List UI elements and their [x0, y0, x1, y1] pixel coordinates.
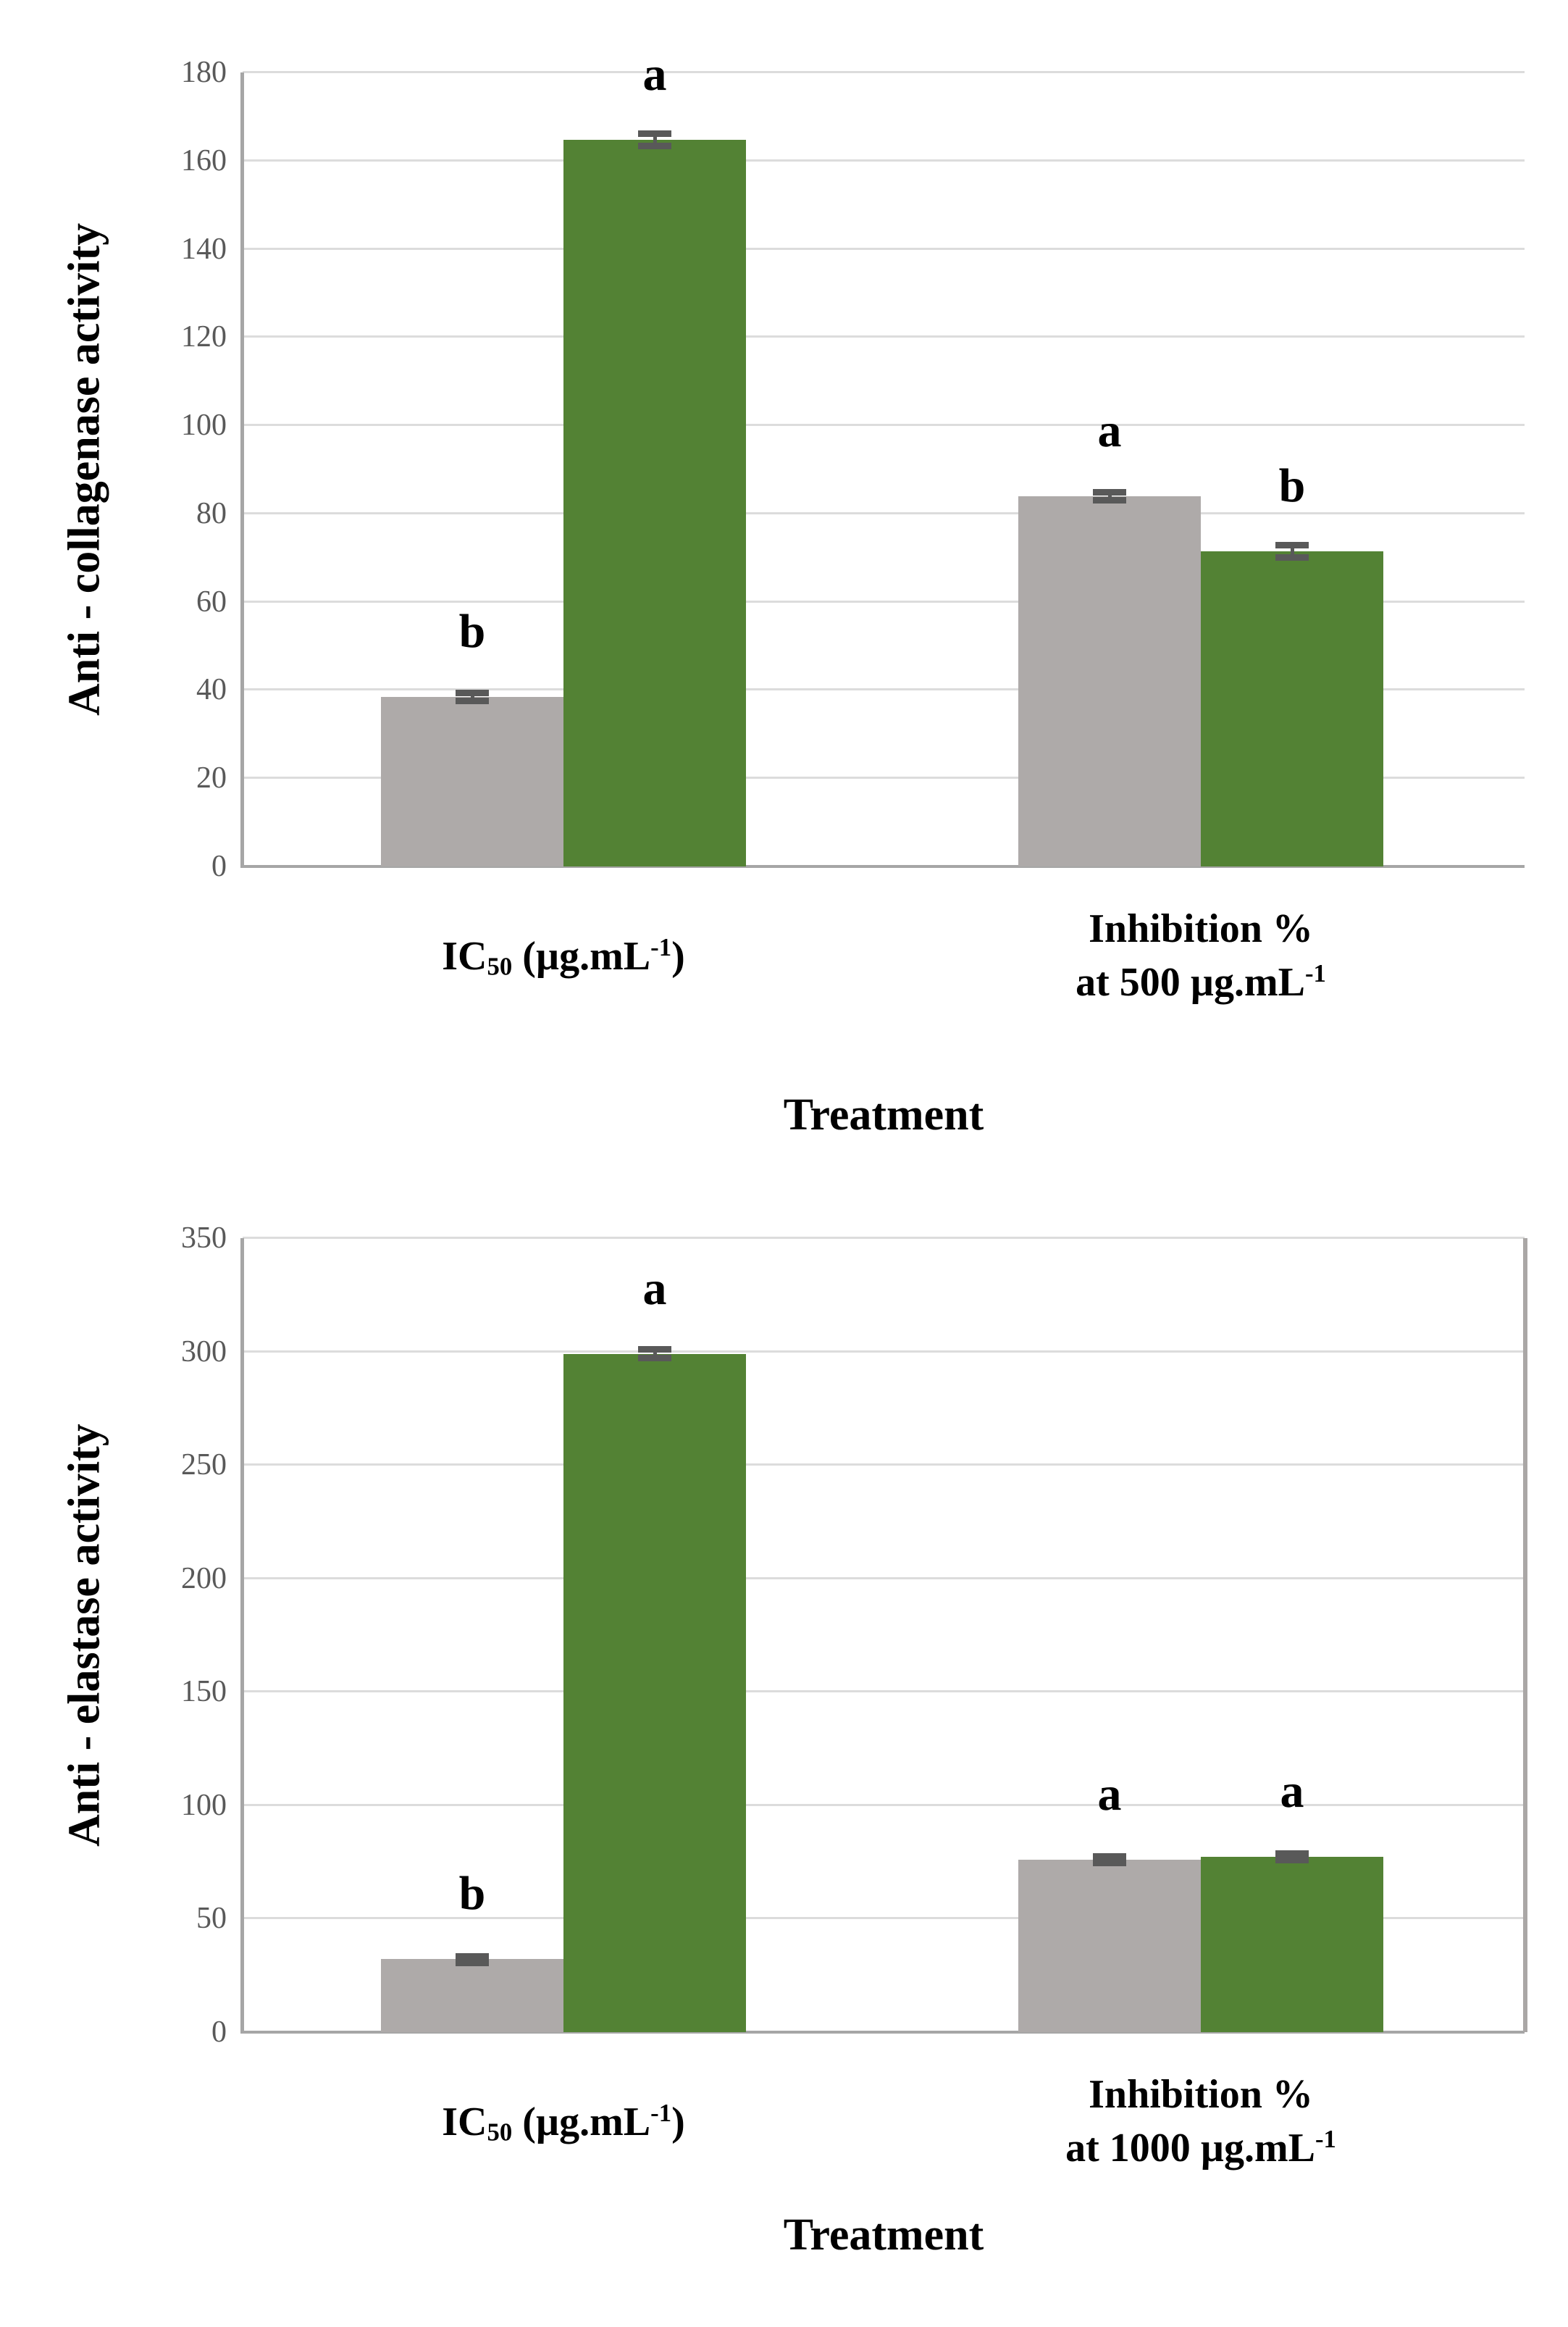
bar-green-ic50 — [563, 1353, 746, 2032]
error-bar — [638, 130, 671, 150]
gridline — [243, 600, 1525, 603]
y-tick-label: 300 — [181, 1334, 227, 1369]
ic50-units: (µg.mL — [512, 934, 651, 979]
gridline — [243, 424, 1525, 427]
inhibition-line2: at 500 µg.mL — [1076, 959, 1305, 1005]
gridline — [243, 511, 1525, 514]
y-tick-label: 60 — [196, 585, 227, 619]
ic50-text: IC — [442, 934, 487, 979]
category-label-ic50-collagenase: IC50 (µg.mL-1) — [238, 930, 889, 984]
significance-letter: a — [642, 48, 667, 101]
y-axis-line — [240, 1238, 244, 2034]
bar-gray-inhibition — [1018, 496, 1201, 866]
gridline — [243, 335, 1525, 338]
x-axis-title-elastase: Treatment — [783, 2210, 984, 2260]
error-bar-stem — [1107, 496, 1112, 498]
bar-gray-ic50 — [381, 697, 563, 866]
y-tick-label: 100 — [181, 1788, 227, 1822]
gridline — [243, 777, 1525, 780]
inhibition-line1: Inhibition % — [1089, 2072, 1313, 2117]
ic50-superscript: -1 — [650, 2098, 672, 2127]
error-bar — [456, 690, 489, 705]
y-tick-label: 250 — [181, 1448, 227, 1482]
x-axis-baseline — [243, 2031, 1525, 2034]
gridline — [243, 1576, 1525, 1579]
significance-letter: a — [642, 1261, 667, 1315]
gridline — [243, 1690, 1525, 1693]
y-tick-label: 100 — [181, 409, 227, 443]
gridline — [243, 688, 1525, 691]
ic50-subscript: 50 — [487, 2118, 513, 2147]
ic50-superscript: -1 — [650, 932, 672, 961]
bar-green-inhibition — [1201, 1856, 1383, 2032]
category-label-inhibition-elastase: Inhibition % at 1000 µg.mL-1 — [875, 2068, 1527, 2176]
gridline — [243, 1350, 1525, 1353]
bar-green-inhibition — [1201, 551, 1383, 866]
y-tick-label: 40 — [196, 673, 227, 707]
gridline — [243, 247, 1525, 250]
x-axis-title-collagenase: Treatment — [783, 1090, 984, 1140]
gridline — [243, 1463, 1525, 1466]
error-bar-stem — [1290, 548, 1294, 555]
error-bar — [1093, 489, 1126, 504]
inhibition-line1: Inhibition % — [1089, 906, 1313, 951]
error-bar-stem — [470, 696, 474, 698]
error-bar — [456, 1953, 489, 1967]
y-tick-label: 140 — [181, 232, 227, 266]
ic50-close: ) — [671, 934, 685, 979]
error-bar-stem — [653, 1353, 657, 1355]
y-axis-title-collagenase: Anti - collagenase activity — [59, 222, 109, 717]
significance-letter: a — [1097, 1768, 1122, 1821]
y-tick-label: 160 — [181, 143, 227, 177]
gridline — [243, 159, 1525, 162]
category-label-inhibition-collagenase: Inhibition % at 500 µg.mL-1 — [875, 903, 1527, 1010]
y-tick-label: 120 — [181, 320, 227, 354]
error-bar — [1275, 542, 1309, 561]
x-axis-baseline — [243, 865, 1525, 868]
error-bar — [1275, 1850, 1309, 1864]
y-tick-label: 350 — [181, 1221, 227, 1255]
bar-green-ic50 — [563, 140, 746, 866]
gridline — [243, 1917, 1525, 1920]
inhibition-superscript: -1 — [1315, 2124, 1336, 2153]
y-tick-label: 200 — [181, 1561, 227, 1595]
y-tick-label: 50 — [196, 1902, 227, 1936]
inhibition-line2: at 1000 µg.mL — [1065, 2125, 1315, 2171]
ic50-close: ) — [671, 2100, 685, 2144]
bar-gray-inhibition — [1018, 1860, 1201, 2032]
ic50-units: (µg.mL — [512, 2100, 651, 2144]
significance-letter: a — [1097, 404, 1122, 458]
error-bar-stem — [653, 137, 657, 143]
ic50-text: IC — [442, 2100, 487, 2144]
plot-right-border — [1523, 1238, 1527, 2032]
y-tick-label: 0 — [211, 2015, 227, 2049]
y-tick-label: 20 — [196, 761, 227, 795]
y-tick-label: 150 — [181, 1675, 227, 1709]
y-axis-line — [240, 72, 244, 868]
error-bar — [638, 1346, 671, 1361]
significance-letter: a — [1280, 1764, 1304, 1818]
gridline — [243, 1237, 1525, 1239]
category-label-ic50-elastase: IC50 (µg.mL-1) — [238, 2096, 889, 2150]
gridline — [243, 1803, 1525, 1806]
y-tick-label: 0 — [211, 850, 227, 883]
ic50-subscript: 50 — [487, 952, 513, 981]
y-tick-label: 80 — [196, 496, 227, 530]
bar-gray-ic50 — [381, 1958, 563, 2032]
inhibition-superscript: -1 — [1305, 958, 1326, 987]
y-tick-label: 180 — [181, 56, 227, 89]
gridline — [243, 71, 1525, 73]
error-bar — [1093, 1853, 1126, 1867]
significance-letter: b — [458, 1866, 486, 1920]
significance-letter: b — [458, 605, 486, 659]
significance-letter: b — [1278, 459, 1306, 513]
